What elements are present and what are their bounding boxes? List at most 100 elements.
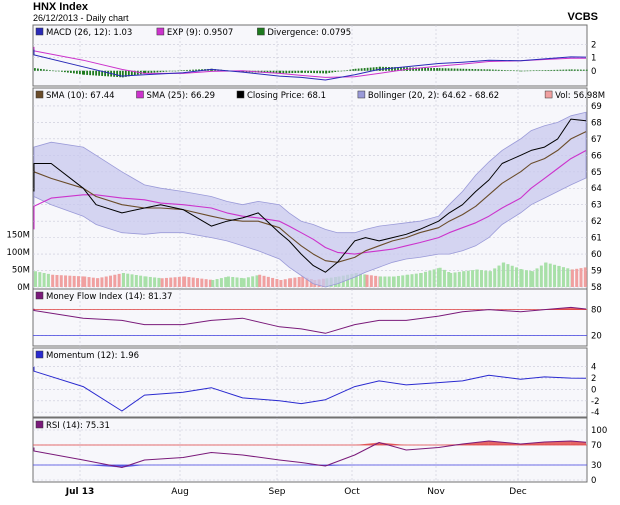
divergence-bar <box>242 70 245 73</box>
y-tick-label: 2 <box>591 374 596 384</box>
divergence-bar <box>49 70 51 71</box>
divergence-bar <box>494 69 497 71</box>
bollinger-band <box>33 111 587 288</box>
divergence-bar <box>544 70 547 71</box>
volume-bar <box>68 275 72 287</box>
volume-bar <box>187 277 191 287</box>
divergence-bar <box>462 68 465 71</box>
legend-swatch <box>35 291 44 300</box>
legend-swatch <box>257 27 265 36</box>
volume-bar <box>157 277 161 287</box>
volume-bar <box>365 274 369 287</box>
volume-bar <box>510 265 514 287</box>
x-tick-label: Jul 13 <box>65 487 95 497</box>
panel-frame <box>32 417 588 483</box>
volume-bar <box>424 271 428 287</box>
volume-bar <box>387 276 391 287</box>
volume-bar <box>401 275 405 287</box>
overbought-fill <box>570 441 586 445</box>
divergence-bar <box>37 68 39 71</box>
volume-bar <box>72 275 76 287</box>
divergence-bar <box>334 70 337 72</box>
volume-tick-label: 0M <box>17 283 30 293</box>
divergence-bar <box>400 67 402 71</box>
volume-bar <box>544 262 548 287</box>
divergence-bar <box>582 69 585 71</box>
legend-label: EXP (9): 0.9507 <box>167 28 233 38</box>
volume-bar <box>169 277 173 287</box>
volume-bar <box>83 276 87 287</box>
divergence-bar <box>198 69 200 71</box>
volume-bar <box>204 279 208 287</box>
volume-bar <box>59 275 63 287</box>
divergence-bar <box>518 70 521 72</box>
volume-bar <box>475 269 479 287</box>
divergence-bar <box>147 70 150 74</box>
divergence-bar <box>70 70 72 73</box>
volume-bar <box>447 272 451 287</box>
divergence-bar <box>116 70 119 77</box>
legend-swatch <box>236 90 245 99</box>
divergence-bar <box>291 70 294 74</box>
volume-bar <box>374 275 378 287</box>
divergence-bar <box>529 70 532 72</box>
divergence-bar <box>34 68 36 71</box>
divergence-bar <box>313 70 315 74</box>
volume-bar <box>196 278 200 287</box>
divergence-bar <box>340 70 343 72</box>
volume-bar <box>432 269 436 287</box>
divergence-bar <box>450 68 453 71</box>
chart-source-label: VCBS <box>567 11 598 23</box>
divergence-bar <box>579 69 582 71</box>
volume-bar <box>224 277 228 287</box>
legend-swatch <box>544 90 553 99</box>
divergence-bar <box>337 70 340 72</box>
divergence-bar <box>52 70 54 72</box>
divergence-bar <box>153 70 156 73</box>
volume-bar <box>535 268 539 287</box>
divergence-bar <box>174 70 177 72</box>
momentum-line <box>33 366 587 412</box>
divergence-bar <box>430 67 432 71</box>
divergence-bar <box>354 68 357 71</box>
volume-bar <box>130 274 134 287</box>
legend-swatch <box>35 27 44 36</box>
divergence-bar <box>497 69 500 71</box>
divergence-bar <box>459 68 462 71</box>
divergence-bar <box>144 70 147 74</box>
y-tick-label: 0 <box>591 67 596 77</box>
volume-bar <box>410 274 414 287</box>
volume-bar <box>359 273 363 287</box>
divergence-bar <box>89 70 92 76</box>
volume-bar <box>231 276 235 287</box>
volume-bar <box>466 270 470 287</box>
volume-bar <box>266 276 270 287</box>
volume-bar <box>262 275 266 287</box>
divergence-bar <box>101 70 104 76</box>
divergence-bar <box>415 67 417 71</box>
divergence-bar <box>565 69 568 71</box>
divergence-bar <box>444 68 447 71</box>
volume-bar <box>226 276 230 287</box>
divergence-bar <box>346 70 349 71</box>
panel-mfi: 80 20 Money Flow Index (14): 81.37 <box>32 288 602 347</box>
sma10-line <box>33 131 587 263</box>
divergence-bar <box>486 69 489 71</box>
divergence-bar <box>201 69 203 71</box>
divergence-bar <box>67 70 69 73</box>
panel-frame <box>32 347 588 418</box>
divergence-bar <box>363 68 366 71</box>
volume-bar <box>419 273 423 287</box>
divergence-bar <box>553 69 556 71</box>
volume-bar <box>531 271 535 287</box>
divergence-bar <box>523 70 526 72</box>
divergence-bar <box>124 70 127 77</box>
divergence-bar <box>562 69 565 71</box>
divergence-bar <box>165 70 168 72</box>
panel-frame <box>32 288 588 347</box>
volume-bar <box>436 268 440 287</box>
volume-bar <box>457 271 461 287</box>
volume-bar <box>575 268 579 287</box>
y-tick-label: 66 <box>591 151 602 161</box>
